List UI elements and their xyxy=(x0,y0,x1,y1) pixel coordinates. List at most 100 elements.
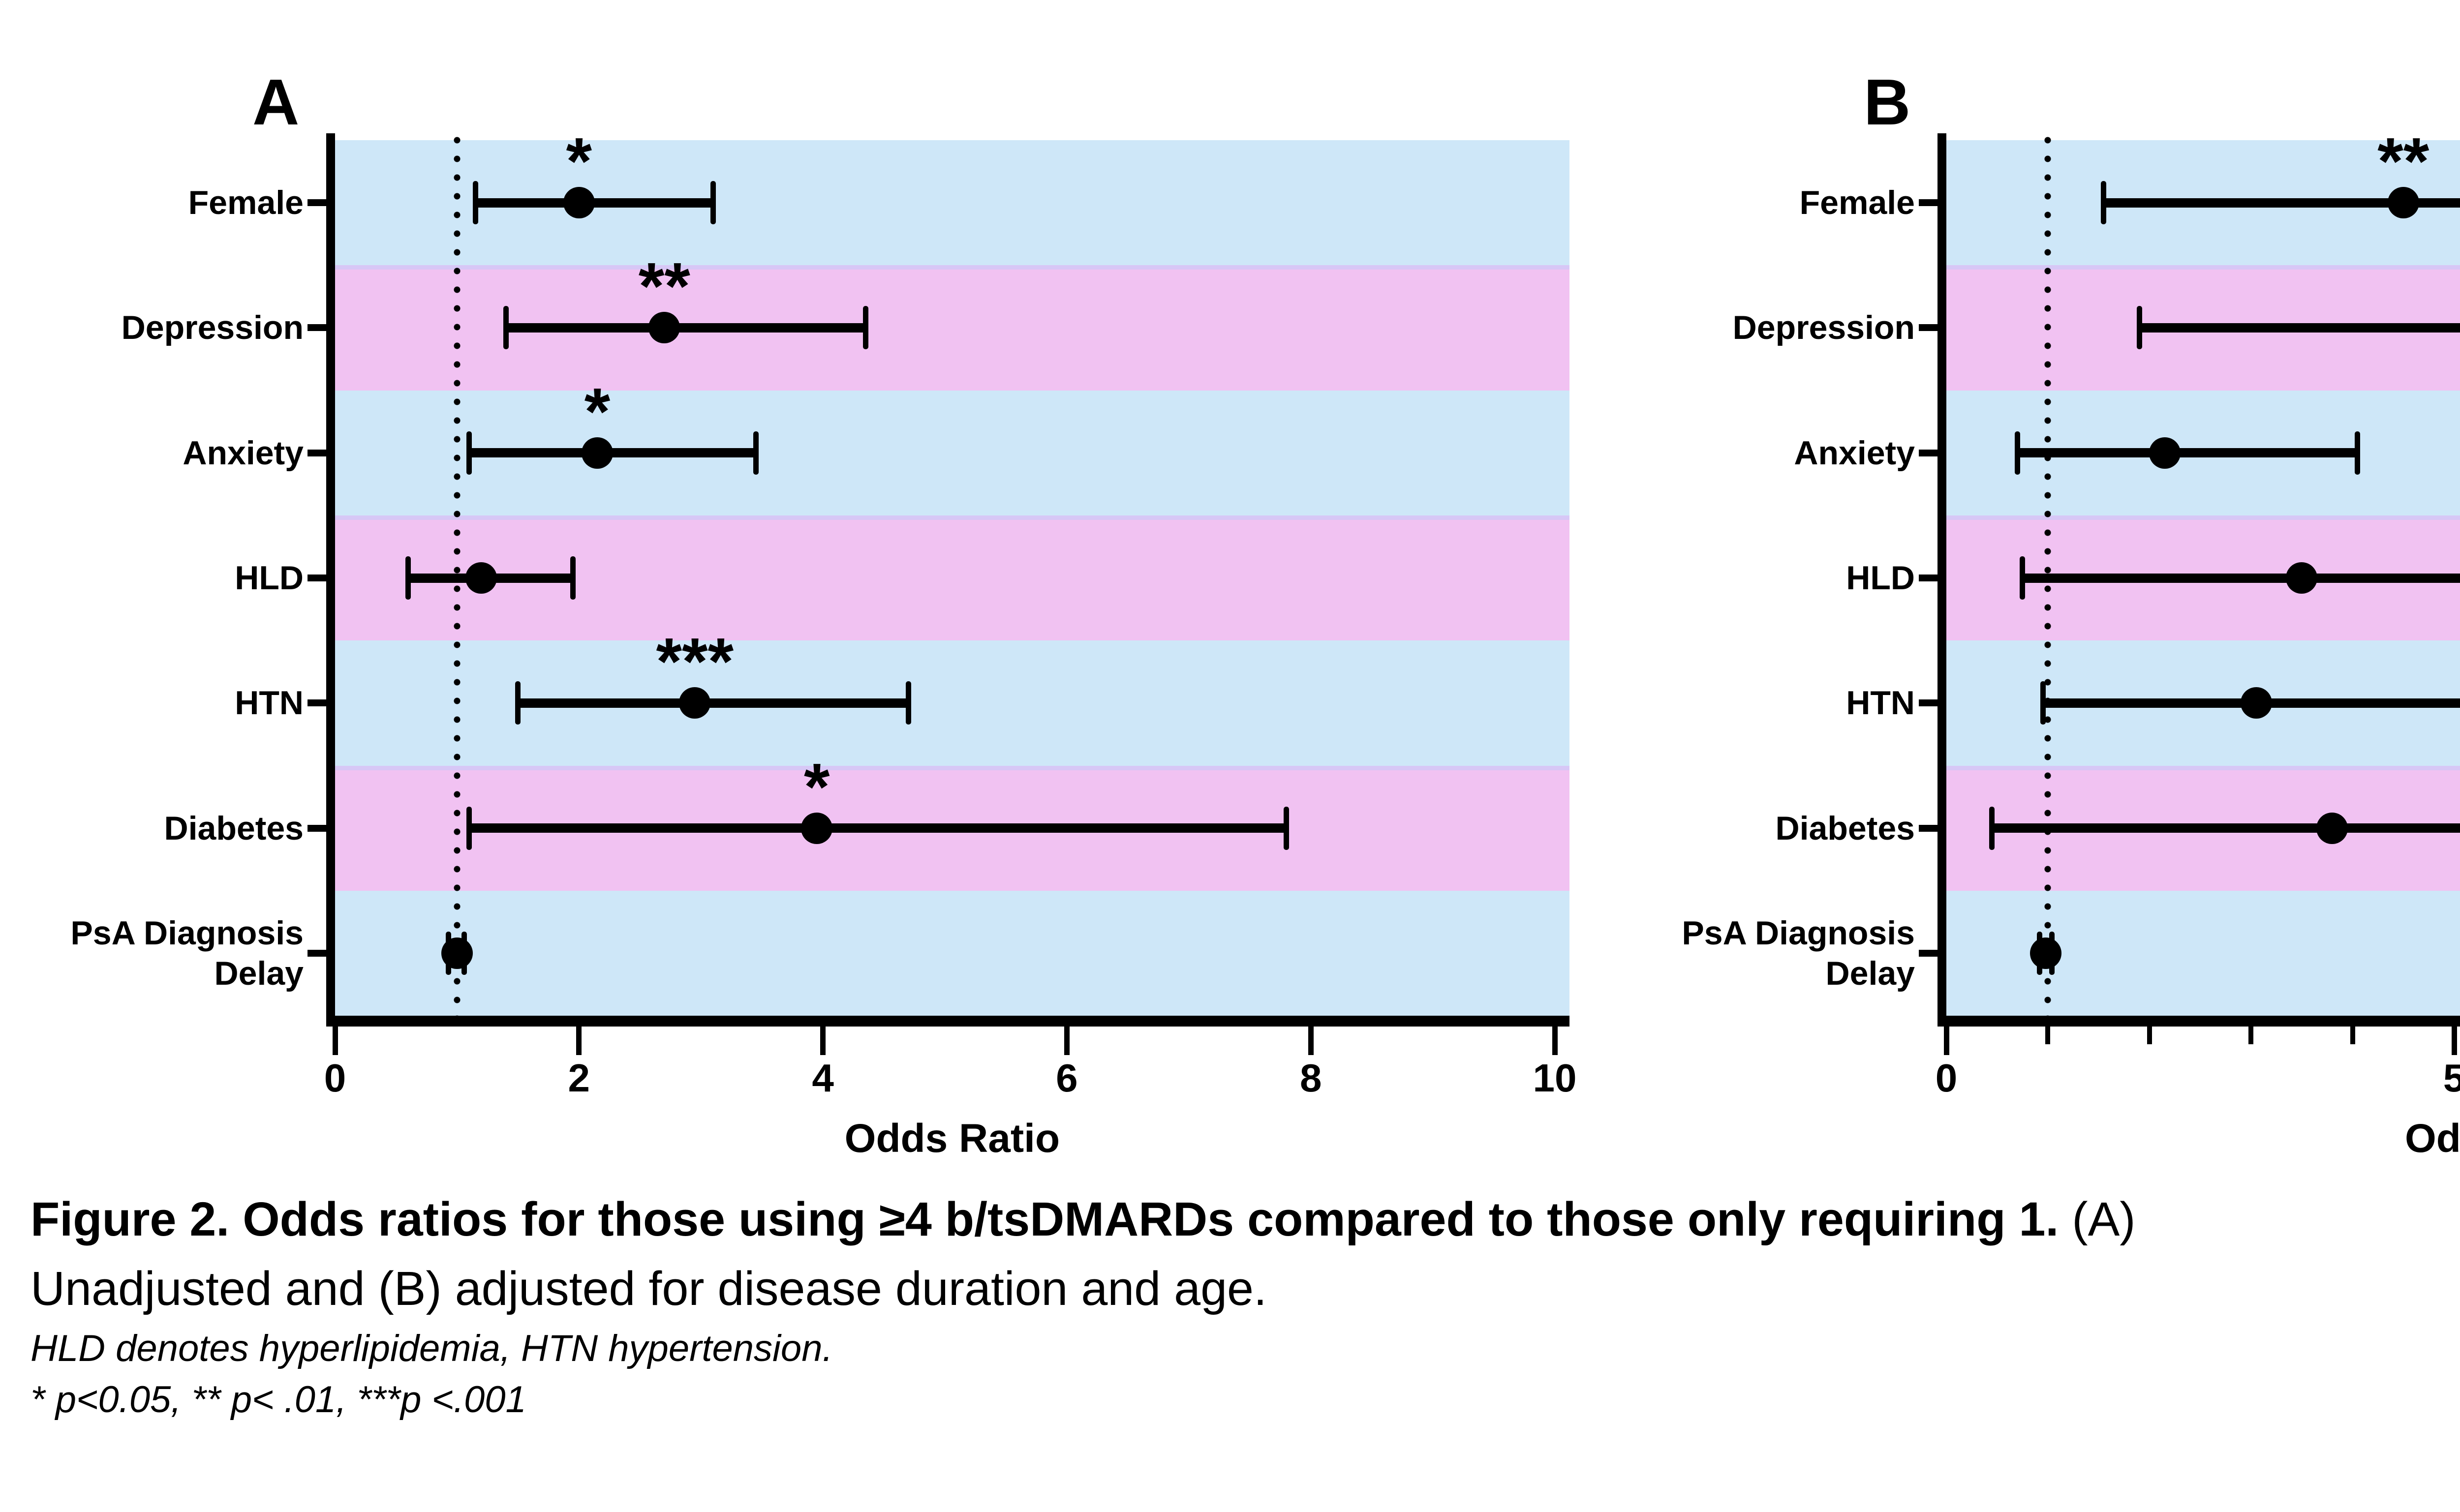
x-tick-label: 0 xyxy=(1935,1056,1958,1100)
or-marker xyxy=(581,437,613,469)
panel-label: B xyxy=(1864,66,1911,138)
significance-stars: * xyxy=(803,749,830,824)
x-axis-title: Odds Ratio xyxy=(844,1116,1060,1161)
ci-cap xyxy=(1284,806,1290,850)
row-tick xyxy=(308,949,326,957)
row-label-line: PsA Diagnosis xyxy=(1682,914,1915,952)
or-marker xyxy=(801,812,833,844)
row-tick xyxy=(308,824,326,832)
x-tick-label: 0 xyxy=(324,1056,346,1100)
row-tick xyxy=(1919,949,1937,957)
x-axis xyxy=(1937,1016,2460,1027)
ci-cap xyxy=(1989,806,1995,850)
ci-cap xyxy=(570,556,576,600)
row-label-line: Female xyxy=(188,184,304,222)
category-band xyxy=(335,890,1569,1017)
row-label: PsA Diagnosis Delay xyxy=(1423,913,1915,994)
row-tick xyxy=(1919,824,1937,832)
x-tick-label: 6 xyxy=(1056,1056,1078,1100)
or-marker xyxy=(2149,437,2181,469)
row-label-line: Depression xyxy=(1732,309,1915,347)
x-tick-label: 10 xyxy=(1533,1056,1577,1100)
row-label: Diabetes xyxy=(1423,808,1915,848)
row-tick xyxy=(1919,324,1937,332)
x-tick xyxy=(1552,1027,1558,1056)
x-minor-tick xyxy=(2248,1027,2254,1045)
row-label-line: HLD xyxy=(1846,559,1915,597)
ci-cap xyxy=(466,431,472,475)
row-tick xyxy=(308,324,326,332)
row-label: Female xyxy=(0,182,304,223)
x-tick xyxy=(576,1027,582,1056)
ci-cap xyxy=(405,556,411,600)
row-label-line: Anxiety xyxy=(183,434,304,472)
ci-bar xyxy=(2017,448,2358,458)
x-minor-tick xyxy=(2045,1027,2051,1045)
row-label-line: Delay xyxy=(214,954,304,992)
or-marker xyxy=(679,687,711,719)
ci-cap xyxy=(515,681,521,725)
ci-bar xyxy=(2139,323,2460,333)
x-axis-title: Odds Ratio xyxy=(2404,1116,2460,1161)
row-label-line: Diabetes xyxy=(1775,809,1915,847)
row-label-line: HLD xyxy=(235,559,304,597)
band-divider xyxy=(335,765,1569,770)
caption-abbreviations-note: HLD denotes hyperlipidemia, HTN hyperten… xyxy=(31,1328,833,1369)
ci-cap xyxy=(2136,306,2142,350)
x-tick-label: 8 xyxy=(1299,1056,1322,1100)
row-label-line: Diabetes xyxy=(164,809,304,847)
band-divider xyxy=(1946,515,2460,520)
band-divider xyxy=(1946,265,2460,270)
band-divider xyxy=(335,265,1569,270)
row-label-line: Female xyxy=(1799,184,1915,222)
caption-line-1-regular: (A) xyxy=(2059,1192,2136,1246)
or-marker xyxy=(2387,187,2419,219)
row-tick xyxy=(1919,199,1937,207)
ci-cap xyxy=(2040,681,2046,725)
ci-cap xyxy=(2101,181,2107,225)
x-tick-label: 2 xyxy=(568,1056,590,1100)
or-marker xyxy=(2030,937,2062,969)
row-label: Anxiety xyxy=(0,433,304,473)
ci-cap xyxy=(466,806,472,850)
ci-cap xyxy=(472,181,478,225)
x-tick xyxy=(2451,1027,2457,1056)
panel-label: A xyxy=(252,66,300,138)
row-tick xyxy=(308,699,326,707)
ci-cap xyxy=(2020,556,2026,600)
row-label-line: PsA Diagnosis xyxy=(70,914,304,952)
row-label: HTN xyxy=(1423,683,1915,723)
y-axis xyxy=(1937,133,1946,1027)
ci-cap xyxy=(862,306,868,350)
row-label-line: Anxiety xyxy=(1794,434,1915,472)
x-tick xyxy=(332,1027,338,1056)
ci-bar xyxy=(1992,823,2460,833)
band-divider xyxy=(1946,765,2460,770)
or-marker xyxy=(2286,562,2318,594)
x-axis xyxy=(326,1016,1569,1027)
x-tick-label: 4 xyxy=(812,1056,834,1100)
band-divider xyxy=(335,515,1569,520)
row-tick xyxy=(308,575,326,582)
x-tick xyxy=(1064,1027,1070,1056)
ci-cap xyxy=(2014,431,2020,475)
caption-line-1-bold: Figure 2. Odds ratios for those using ≥4… xyxy=(31,1192,2059,1246)
ci-cap xyxy=(753,431,759,475)
row-label: Depression xyxy=(1423,307,1915,348)
row-label: HTN xyxy=(0,683,304,723)
figure-caption: Figure 2. Odds ratios for those using ≥4… xyxy=(31,1184,2460,1425)
x-tick-label: 5 xyxy=(2443,1056,2460,1100)
row-tick xyxy=(1919,449,1937,456)
row-tick xyxy=(1919,699,1937,707)
row-label: HLD xyxy=(0,558,304,598)
ci-bar xyxy=(2022,573,2460,583)
significance-stars: ** xyxy=(2377,124,2429,199)
row-label: Depression xyxy=(0,307,304,348)
or-marker xyxy=(648,312,680,344)
row-label-line: HTN xyxy=(1846,684,1915,722)
category-band xyxy=(1946,890,2460,1017)
significance-stars: *** xyxy=(656,624,734,699)
ci-bar xyxy=(518,698,909,708)
or-marker xyxy=(563,187,595,219)
